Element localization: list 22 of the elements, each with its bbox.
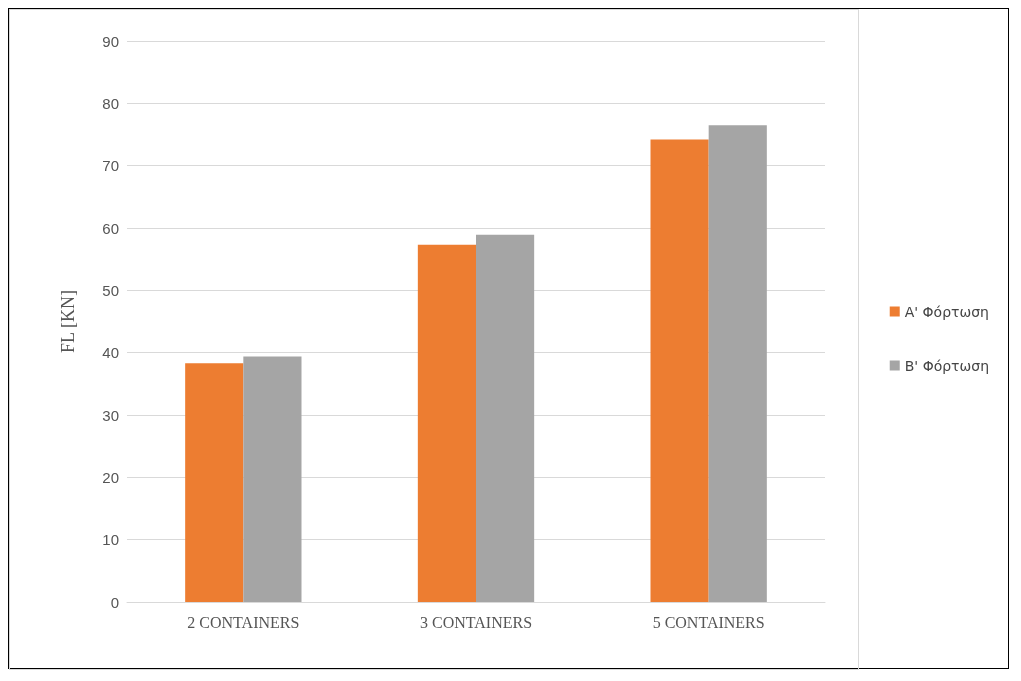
legend-label: A' Φόρτωση	[904, 303, 989, 320]
bar	[476, 234, 535, 602]
y-tick-label: 0	[110, 593, 119, 611]
y-tick-label: 60	[102, 219, 119, 237]
x-tick-label: 2 CONTAINERS	[187, 613, 300, 631]
bar	[243, 356, 302, 602]
y-tick-label: 50	[102, 281, 119, 299]
y-tick-label: 70	[102, 157, 119, 175]
bar	[708, 125, 767, 602]
y-tick-label: 80	[102, 94, 119, 112]
x-tick-label: 3 CONTAINERS	[419, 613, 533, 631]
bar	[417, 244, 476, 602]
bar	[185, 363, 244, 602]
bar	[650, 139, 709, 602]
x-tick-label: 5 CONTAINERS	[652, 613, 765, 631]
legend-label: B' Φόρτωση	[904, 357, 990, 374]
y-tick-label: 40	[102, 344, 119, 362]
y-axis-title: FL [KN]	[58, 290, 78, 353]
y-tick-label: 20	[102, 468, 119, 486]
y-tick-label: 10	[102, 531, 119, 549]
y-tick-label: 90	[102, 32, 119, 50]
y-tick-label: 30	[102, 406, 119, 424]
